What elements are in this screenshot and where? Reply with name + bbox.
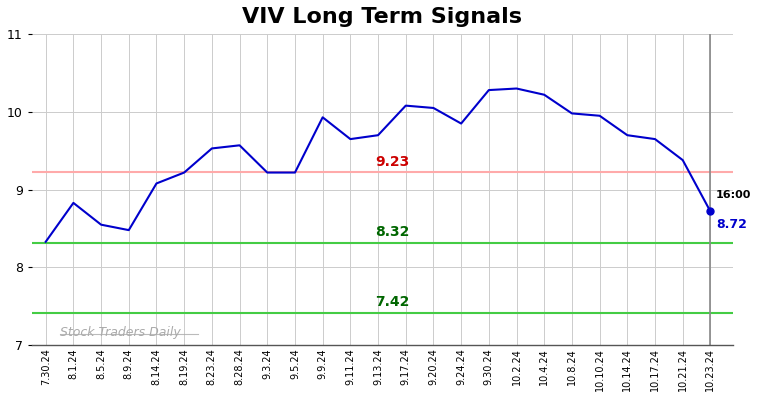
Text: 7.42: 7.42	[375, 295, 409, 310]
Title: VIV Long Term Signals: VIV Long Term Signals	[242, 7, 522, 27]
Text: Stock Traders Daily: Stock Traders Daily	[60, 326, 180, 339]
Text: 9.23: 9.23	[375, 155, 409, 169]
Text: 8.72: 8.72	[716, 218, 747, 231]
Text: 8.32: 8.32	[375, 225, 409, 240]
Text: 16:00: 16:00	[716, 190, 751, 200]
